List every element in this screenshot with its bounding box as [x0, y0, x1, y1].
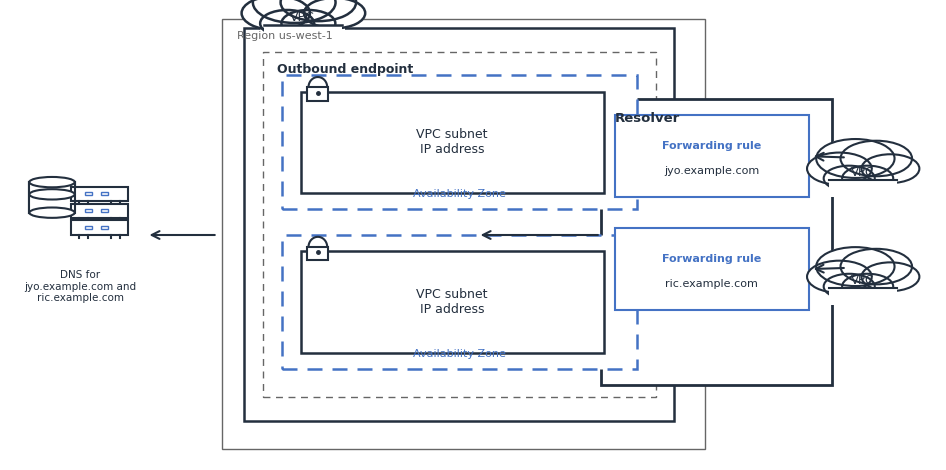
Ellipse shape	[29, 189, 75, 199]
Bar	[307, 87, 328, 101]
Circle shape	[281, 0, 356, 21]
Ellipse shape	[29, 177, 75, 188]
Bar	[260, 24, 345, 31]
Circle shape	[824, 274, 875, 299]
Circle shape	[807, 153, 872, 185]
Bar	[263, 52, 656, 397]
Circle shape	[862, 262, 920, 291]
Text: Forwarding rule: Forwarding rule	[662, 141, 762, 151]
Bar	[101, 192, 108, 195]
Bar	[301, 251, 604, 352]
Text: jyo.example.com: jyo.example.com	[664, 166, 760, 176]
Bar	[301, 92, 604, 193]
Circle shape	[241, 0, 310, 30]
Text: Outbound endpoint: Outbound endpoint	[277, 63, 413, 77]
Circle shape	[842, 274, 893, 299]
Bar	[615, 228, 809, 310]
Circle shape	[816, 139, 895, 178]
Text: VPC subnet
IP address: VPC subnet IP address	[416, 128, 488, 156]
Bar	[222, 19, 705, 449]
Bar	[85, 209, 92, 212]
Bar	[601, 99, 832, 385]
Text: VPC subnet
IP address: VPC subnet IP address	[416, 288, 488, 316]
Text: DNS for
jyo.example.com and
ric.example.com: DNS for jyo.example.com and ric.example.…	[25, 270, 136, 304]
Bar	[71, 220, 128, 235]
Circle shape	[282, 10, 336, 37]
Text: VPC: VPC	[851, 274, 874, 288]
Bar	[101, 226, 108, 229]
Circle shape	[824, 165, 875, 191]
Circle shape	[862, 154, 920, 183]
Bar	[244, 28, 674, 421]
Bar	[615, 115, 809, 197]
Circle shape	[253, 0, 336, 23]
Circle shape	[807, 261, 872, 293]
Circle shape	[841, 141, 912, 176]
Text: ric.example.com: ric.example.com	[665, 279, 759, 289]
Circle shape	[816, 247, 895, 286]
Bar	[282, 75, 637, 209]
Bar	[829, 180, 897, 196]
Text: Availability Zone: Availability Zone	[412, 189, 506, 199]
Circle shape	[842, 165, 893, 191]
Text: Region us-west-1: Region us-west-1	[236, 31, 332, 40]
Bar	[282, 235, 637, 369]
Bar	[71, 204, 128, 218]
Bar	[307, 247, 328, 260]
Bar	[71, 187, 128, 201]
Bar	[29, 182, 75, 212]
Circle shape	[260, 10, 314, 37]
Text: VPC: VPC	[290, 11, 315, 24]
Bar	[85, 192, 92, 195]
Text: Resolver: Resolver	[615, 112, 680, 125]
Bar	[829, 288, 897, 305]
Text: Availability Zone: Availability Zone	[412, 349, 506, 359]
Circle shape	[304, 0, 365, 28]
Circle shape	[841, 249, 912, 284]
Text: VPC: VPC	[851, 166, 874, 180]
Bar	[85, 226, 92, 229]
Ellipse shape	[29, 207, 75, 218]
Bar	[101, 209, 108, 212]
Bar	[264, 25, 342, 43]
Text: Forwarding rule: Forwarding rule	[662, 254, 762, 264]
